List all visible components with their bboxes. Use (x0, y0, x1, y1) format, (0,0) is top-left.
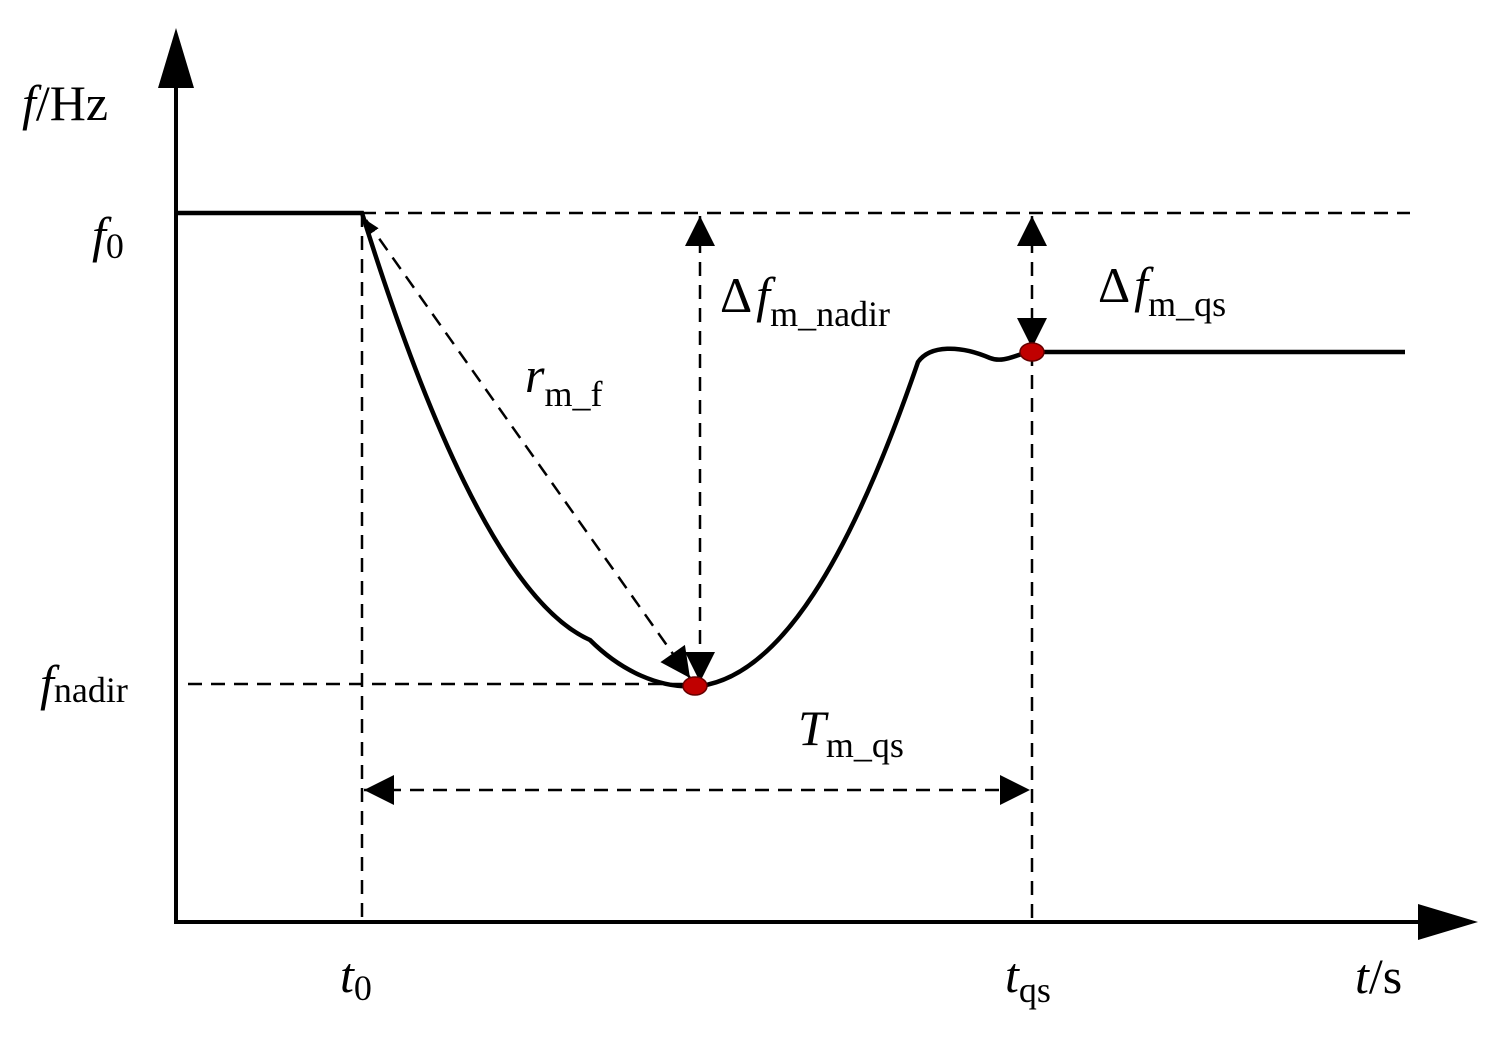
label-part: Δ (720, 267, 752, 323)
label-part: m_f (544, 374, 602, 414)
label-part: r (525, 347, 545, 403)
label-part: /Hz (36, 75, 108, 131)
labels: f/Hz t/s f0 fnadir t0 tqs Δfm_nadir Δfm_… (22, 75, 1402, 1010)
axes (158, 28, 1478, 940)
guides (188, 211, 1410, 918)
r-mf-label: rm_f (525, 347, 602, 414)
label-part: 0 (106, 226, 124, 266)
delta-f-qs-label: Δfm_qs (1098, 257, 1226, 324)
label-part: t (340, 947, 355, 1003)
label-part: t (1005, 947, 1020, 1003)
nadir-point (682, 676, 708, 696)
f-nadir-label: fnadir (40, 655, 128, 711)
qs-point (1019, 342, 1045, 362)
x-axis-label: t/s (1355, 948, 1402, 1004)
frequency-curve (176, 210, 1405, 689)
label-part: m_qs (826, 725, 904, 765)
tqs-label: tqs (1005, 947, 1051, 1010)
label-part: m_nadir (770, 294, 890, 334)
label-part: m_qs (1148, 284, 1226, 324)
label-part: qs (1019, 970, 1051, 1010)
label-part: 0 (354, 968, 372, 1008)
T-mqs-label: Tm_qs (798, 700, 904, 765)
delta-f-nadir-label: Δfm_nadir (720, 267, 890, 334)
label-part: T (798, 700, 829, 756)
t0-label: t0 (340, 947, 372, 1008)
label-part: t (1355, 948, 1370, 1004)
label-part: Δ (1098, 257, 1130, 313)
label-part: /s (1369, 948, 1402, 1004)
f0-label: f0 (92, 207, 124, 266)
label-part: nadir (54, 670, 128, 710)
y-axis-label: f/Hz (22, 75, 108, 131)
